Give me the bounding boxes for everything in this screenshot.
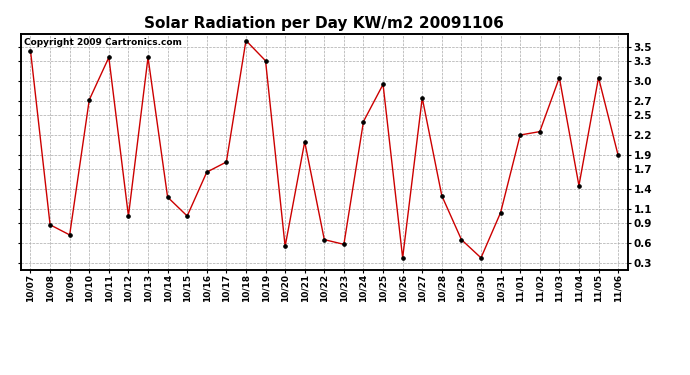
Text: Copyright 2009 Cartronics.com: Copyright 2009 Cartronics.com (23, 39, 181, 48)
Title: Solar Radiation per Day KW/m2 20091106: Solar Radiation per Day KW/m2 20091106 (144, 16, 504, 31)
